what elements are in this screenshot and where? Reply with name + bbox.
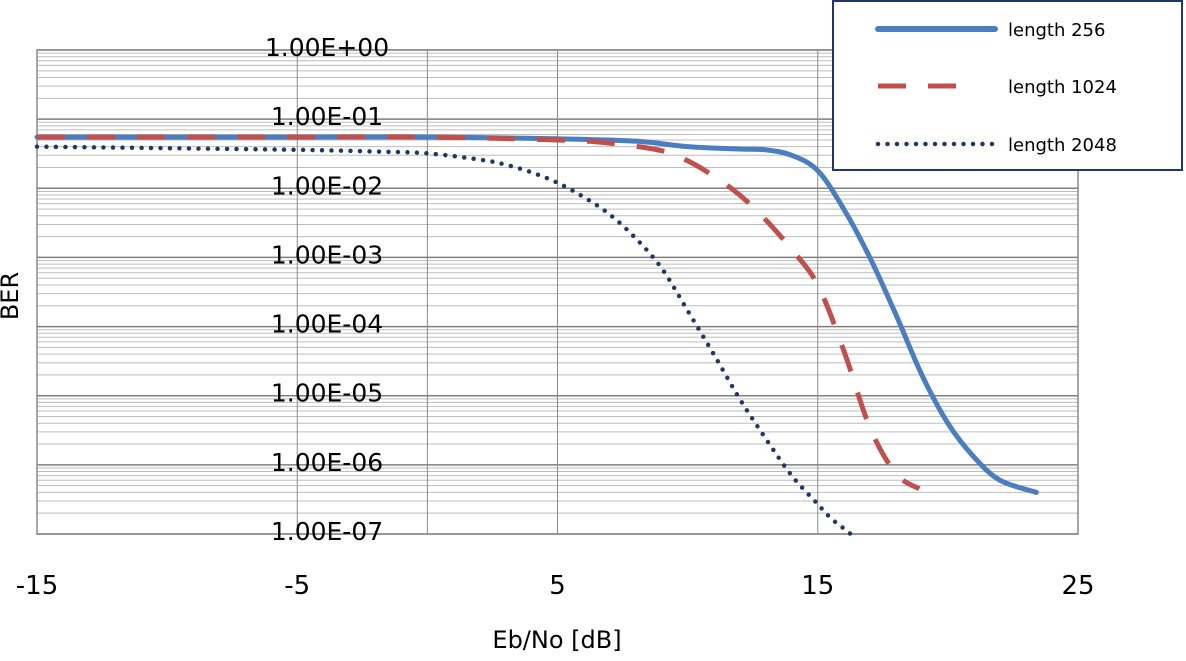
x-tick-label: 15 — [801, 571, 834, 601]
y-axis-title: BER — [0, 272, 24, 320]
y-tick-label: 1.00E-02 — [271, 171, 383, 200]
legend: length 256 length 1024 length 2048 — [832, 0, 1183, 171]
series-layer — [34, 134, 1039, 542]
x-tick-labels: -15 -5 5 15 25 — [16, 571, 1095, 601]
x-tick-label: 5 — [549, 571, 566, 601]
y-tick-label: 1.00E-01 — [271, 102, 383, 131]
legend-label-2: length 1024 — [1008, 77, 1117, 98]
legend-label-1: length 256 — [1008, 20, 1105, 41]
plot-area-border — [36, 49, 1079, 535]
x-tick-label: -5 — [284, 571, 310, 601]
legend-label-3: length 2048 — [1008, 135, 1117, 156]
x-tick-label: -15 — [16, 571, 58, 601]
y-tick-labels: 1.00E+00 1.00E-01 1.00E-02 1.00E-03 1.00E-04… — [265, 33, 389, 546]
series-line-1 — [34, 134, 1039, 495]
x-axis-title: Eb/No [dB] — [492, 626, 621, 654]
y-tick-label: 1.00E-06 — [271, 448, 383, 477]
y-tick-label: 1.00E-05 — [271, 379, 383, 408]
y-tick-label: 1.00E-07 — [271, 517, 383, 546]
y-tick-label: 1.00E-03 — [271, 240, 383, 269]
x-tick-label: 25 — [1061, 571, 1094, 601]
y-tick-label: 1.00E+00 — [265, 33, 389, 62]
y-tick-label: 1.00E-04 — [271, 310, 383, 339]
series-line-2 — [37, 134, 921, 492]
